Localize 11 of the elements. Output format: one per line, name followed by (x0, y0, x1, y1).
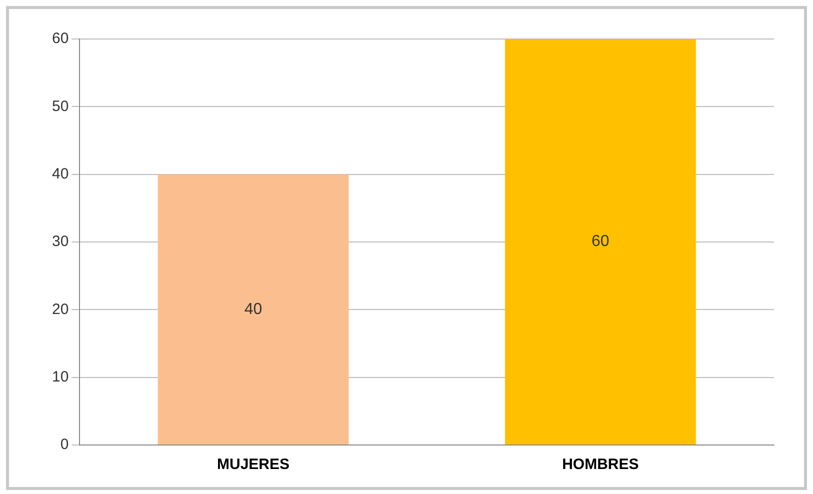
y-tick-label: 20 (52, 300, 69, 318)
y-tick-label: 50 (52, 98, 69, 115)
data-label: 40 (244, 300, 262, 318)
y-tick-label: 10 (52, 368, 69, 386)
y-tick-label: 40 (52, 165, 69, 182)
data-label: 60 (592, 233, 610, 250)
y-tick-label: 60 (52, 30, 69, 48)
y-tick-label: 30 (52, 233, 69, 250)
x-tick-label: MUJERES (217, 456, 290, 474)
x-tick-label: HOMBRES (562, 456, 639, 474)
y-tick-label: 0 (60, 436, 69, 454)
